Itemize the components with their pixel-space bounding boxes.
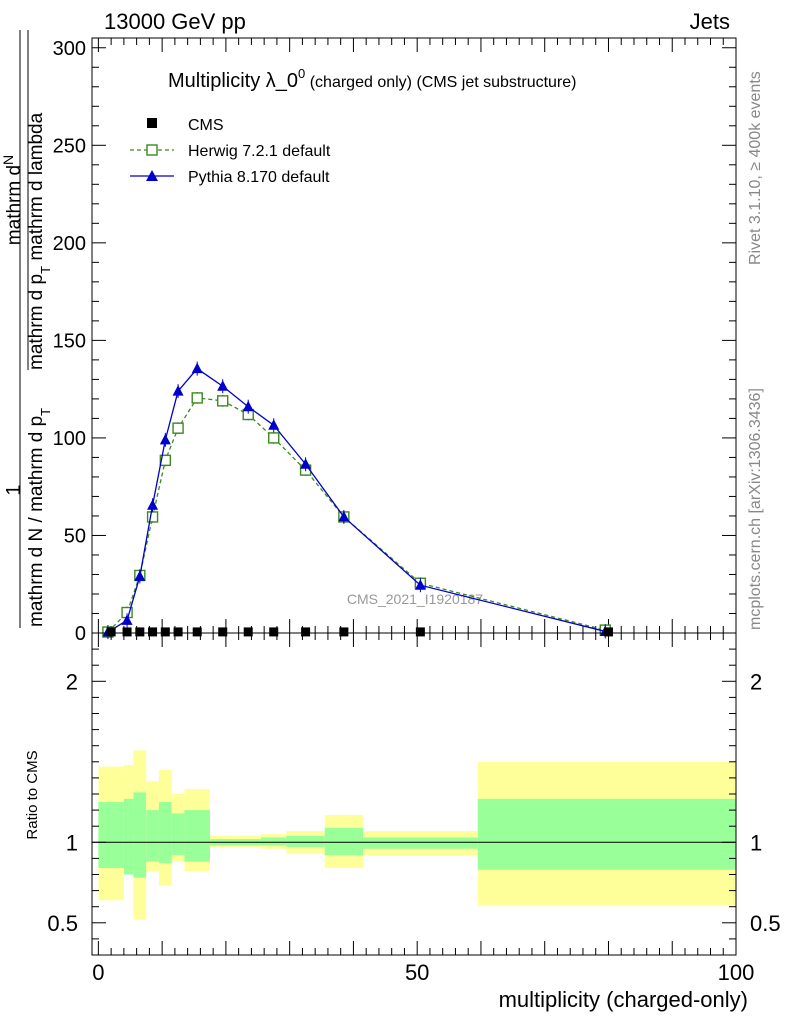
cms-data-point [415, 627, 425, 637]
header-energy: 13000 GeV pp [104, 9, 246, 34]
herwig-data-point [159, 454, 172, 467]
legend: CMS Herwig 7.2.1 default Pythia 8.170 de… [130, 117, 331, 186]
series-cms [106, 627, 613, 637]
main-axis-ticks [92, 38, 737, 634]
ratio-y-tick-label-right: 2 [750, 669, 762, 694]
ylabel-inner-numerator: mathrm dN [0, 155, 25, 245]
x-tick-label: 100 [718, 960, 755, 985]
ratio-frame [91, 632, 737, 956]
ratio-panel: 0.5 0.5 1 1 2 2 0 50 100 Ratio to CMS multiplic… [24, 632, 781, 1012]
legend-herwig-label: Herwig 7.2.1 default [188, 143, 331, 160]
legend-herwig-marker [146, 144, 158, 156]
main-y-tick-label: 250 [53, 135, 86, 157]
cms-data-point [106, 627, 116, 637]
ratio-y-tick-labels: 0.5 0.5 1 1 2 2 [47, 669, 780, 936]
cms-data-point [301, 627, 311, 637]
ylabel-denominator: mathrm d N / mathrm d pT [26, 408, 53, 627]
ratio-uncertainty-bands [98, 750, 736, 920]
ratio-inner-band [477, 798, 736, 870]
cms-data-point [218, 627, 228, 637]
series-line [107, 367, 606, 633]
main-y-tick-label: 0 [75, 623, 86, 645]
ratio-inner-band [133, 792, 147, 878]
main-panel: 0 50 100 150 200 250 300 CMS_2021_I1920187 Mul… [0, 30, 737, 645]
cms-data-point [122, 627, 132, 637]
x-tick-label: 50 [405, 960, 429, 985]
pythia-data-point [147, 499, 159, 510]
ylabel-inner-denominator: mathrm d pT mathrm d lambda [26, 112, 53, 370]
ratio-inner-band [158, 802, 172, 864]
cms-data-point [135, 627, 145, 637]
ratio-y-tick-label-right: 0.5 [750, 911, 781, 936]
ratio-y-tick-label-left: 0.5 [47, 911, 78, 936]
herwig-data-point [172, 422, 184, 434]
cms-data-point [173, 627, 183, 637]
series-pythia [102, 361, 611, 640]
cms-data-point [243, 627, 253, 637]
pythia-data-point [242, 400, 254, 412]
cms-data-point [339, 627, 349, 637]
ratio-inner-band [184, 810, 210, 862]
x-tick-label: 0 [92, 960, 104, 985]
mcplots-reference-label: mcplots.cern.ch [arXiv:1306.3436] [747, 388, 764, 630]
main-y-tick-label: 150 [53, 330, 86, 352]
main-y-tick-label: 200 [53, 233, 86, 255]
pythia-data-point [338, 510, 350, 522]
ratio-y-tick-label-left: 2 [66, 669, 78, 694]
ratio-inner-band [98, 802, 124, 869]
x-tick-labels: 0 50 100 [92, 960, 754, 985]
cms-data-point [603, 627, 613, 637]
ratio-inner-band [286, 835, 325, 848]
series-line [107, 397, 606, 633]
pythia-data-point [121, 614, 133, 625]
pythia-data-point [300, 458, 312, 469]
main-y-tick-label: 300 [53, 38, 86, 60]
ratio-inner-band [324, 827, 363, 856]
main-y-axis-label: 1 mathrm d N / mathrm d pT mathrm dN mat… [0, 30, 53, 628]
pythia-data-point [172, 385, 184, 396]
pythia-data-point [134, 570, 146, 581]
herwig-data-point [268, 432, 280, 444]
ratio-inner-band [171, 813, 185, 856]
herwig-data-point [217, 395, 229, 407]
legend-cms-label: CMS [188, 117, 224, 134]
herwig-data-point [191, 392, 203, 404]
ratio-inner-band [362, 837, 478, 849]
pythia-data-point [268, 419, 280, 430]
rivet-version-label: Rivet 3.1.10, ≥ 400k events [747, 71, 764, 265]
ratio-axis-ticks [92, 633, 737, 955]
herwig-data-point [146, 511, 159, 523]
cms-data-point [192, 627, 202, 637]
ratio-inner-band [123, 798, 134, 875]
main-y-tick-labels: 0 50 100 150 200 250 300 [53, 38, 86, 645]
main-y-tick-label: 50 [64, 525, 86, 547]
ratio-inner-band [146, 810, 159, 862]
chart-title: Multiplicity λ_00 (charged only) (CMS je… [168, 66, 576, 92]
x-axis-label: multiplicity (charged-only) [499, 987, 748, 1012]
cms-data-point [148, 627, 158, 637]
legend-pythia-marker [146, 170, 158, 181]
cms-data-point [160, 627, 170, 637]
ratio-y-axis-label: Ratio to CMS [24, 750, 41, 839]
cms-data-point [269, 627, 279, 637]
legend-pythia-label: Pythia 8.170 default [188, 169, 330, 186]
pythia-data-point [217, 380, 229, 391]
pythia-data-point [159, 433, 171, 445]
ratio-inner-band [260, 837, 287, 846]
pythia-data-point [414, 579, 426, 590]
analysis-watermark: CMS_2021_I1920187 [347, 591, 483, 607]
main-y-tick-label: 100 [53, 428, 86, 450]
ylabel-numerator: 1 [3, 484, 25, 495]
ratio-y-tick-label-right: 1 [750, 830, 762, 855]
ratio-y-tick-label-left: 1 [66, 830, 78, 855]
pythia-data-point [191, 362, 203, 374]
legend-cms-marker [147, 118, 157, 128]
header-process: Jets [690, 9, 730, 34]
